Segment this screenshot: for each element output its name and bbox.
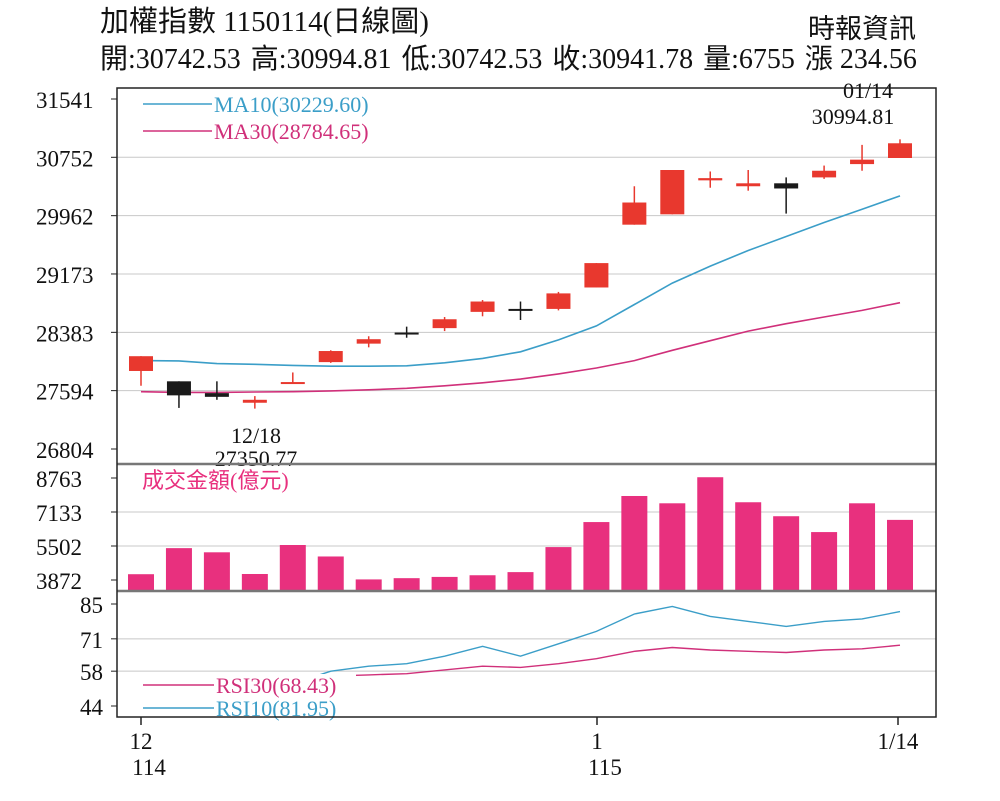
candle-body <box>888 143 912 158</box>
chart-frame <box>116 87 937 718</box>
high-annotation-value: 30994.81 <box>812 104 895 129</box>
price-tick-label: 30752 <box>36 146 94 171</box>
candle-body <box>698 178 723 181</box>
low-annotation-date: 12/18 <box>231 423 281 448</box>
volume-bar <box>507 572 534 590</box>
candle-body <box>660 170 685 215</box>
candle-body <box>812 170 837 178</box>
volume-panel-title: 成交金額(億元) <box>142 468 289 493</box>
candle-body <box>850 159 875 165</box>
price-tick-label: 27594 <box>36 380 94 405</box>
candle-body <box>129 356 153 371</box>
open-value: 開:30742.53 <box>100 44 241 75</box>
low-annotation-value: 27350.77 <box>215 446 298 471</box>
low-value: 低:30742.53 <box>401 44 543 75</box>
candle-body <box>166 381 191 396</box>
candle-body <box>204 393 229 397</box>
x-tick-year: 115 <box>588 755 622 780</box>
candle-body <box>356 339 381 344</box>
volume-bar <box>887 519 913 590</box>
price-tick-label: 31541 <box>36 88 94 113</box>
volume-bar <box>393 578 420 590</box>
high-value: 高:30994.81 <box>250 44 392 75</box>
volume-bar <box>735 502 762 590</box>
x-tick-label: 12 <box>130 729 153 754</box>
candle-body <box>622 202 647 225</box>
volume-tick-label: 3872 <box>36 569 82 594</box>
change-value: 漲 234.56 <box>804 44 917 75</box>
close-value: 收:30941.78 <box>552 44 694 75</box>
rsi-tick-label: 71 <box>80 628 103 653</box>
volume-bar <box>279 545 306 590</box>
candle-body <box>242 399 267 403</box>
candle-body <box>394 332 419 335</box>
volume-bar <box>621 495 648 590</box>
candle-body <box>432 319 457 329</box>
volume-bar <box>469 575 496 590</box>
candle-body <box>508 308 533 311</box>
volume-bar <box>431 576 458 590</box>
volume-tick-label: 7133 <box>36 501 82 526</box>
rsi-tick-label: 44 <box>80 695 104 720</box>
volume-tick-label: 5502 <box>36 535 82 560</box>
chart-title: 加權指數 1150114(日線圖) <box>100 6 429 38</box>
price-tick-label: 29962 <box>36 205 94 230</box>
legend-label: MA10(30229.60) <box>214 92 369 117</box>
volume-bar <box>773 516 800 590</box>
volume-value: 量:6755 <box>703 44 795 75</box>
volume-bar <box>697 477 724 590</box>
volume-bar <box>811 532 838 590</box>
candle-body <box>470 301 495 312</box>
volume-bar <box>355 579 382 590</box>
ma30-line <box>140 301 901 394</box>
price-tick-label: 28383 <box>36 321 94 346</box>
high-annotation-date: 01/14 <box>843 78 893 103</box>
volume-bar <box>659 503 686 590</box>
candle-body <box>318 351 343 363</box>
volume-bar <box>545 547 572 590</box>
price-tick-label: 26804 <box>36 438 94 463</box>
rsi-legend-background <box>136 674 356 716</box>
legend-label: RSI30(68.43) <box>216 673 336 698</box>
x-tick-label: 1 <box>591 729 603 754</box>
volume-bar <box>128 574 154 590</box>
volume-bar <box>849 503 876 590</box>
volume-tick-label: 8763 <box>36 467 82 492</box>
volume-bar <box>203 552 230 590</box>
volume-bar <box>317 556 344 590</box>
rsi-tick-label: 58 <box>80 660 103 685</box>
x-tick-year: 114 <box>132 755 166 780</box>
candle-body <box>774 183 799 189</box>
ohlc-summary: 開:30742.53 高:30994.81 低:30742.53 收:30941.78… <box>100 46 927 74</box>
rsi-tick-label: 85 <box>80 593 103 618</box>
source-label: 時報資訊 <box>808 14 916 44</box>
volume-bar <box>241 573 268 590</box>
price-tick-label: 29173 <box>36 263 94 288</box>
legend-label: MA30(28784.65) <box>214 119 369 144</box>
ma10-line <box>140 195 901 367</box>
volume-bar <box>583 522 610 590</box>
candle-body <box>546 293 571 309</box>
candle-body <box>280 382 305 385</box>
x-tick-label: 1/14 <box>878 729 919 754</box>
candle-body <box>584 263 609 288</box>
volume-bar <box>165 548 192 590</box>
candle-body <box>736 183 761 187</box>
